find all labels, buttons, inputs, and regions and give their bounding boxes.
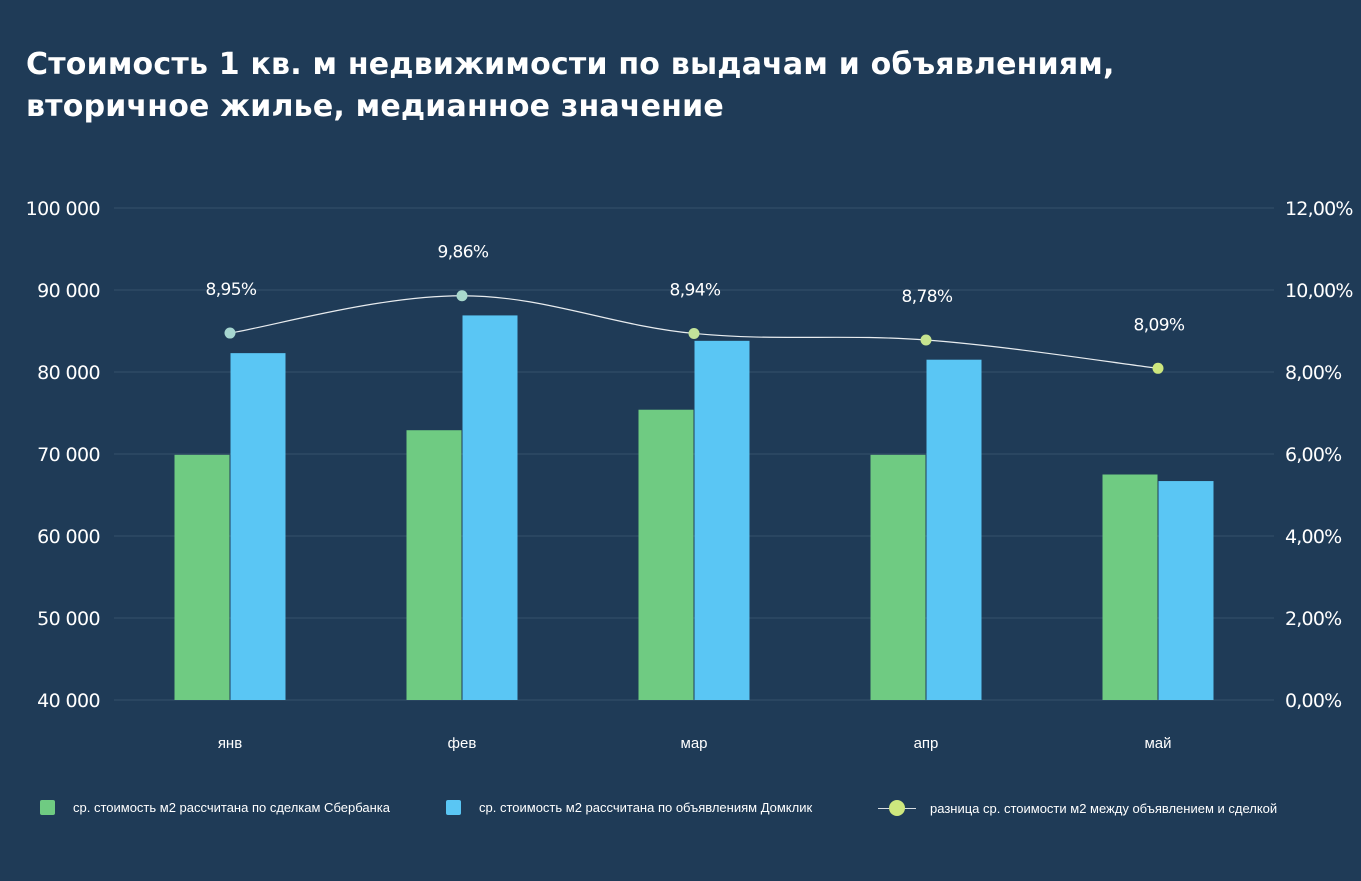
legend-label-sber: ср. стоимость м2 рассчитана по сделкам С… [73, 800, 390, 815]
x-axis-tick-label: фев [448, 735, 477, 752]
difference-data-label: 8,78% [901, 287, 952, 307]
x-axis-tick-label: апр [914, 735, 939, 752]
right-axis-tick-label: 2,00% [1285, 608, 1341, 630]
left-axis-tick-label: 50 000 [37, 608, 100, 630]
x-axis-tick-label: янв [218, 735, 242, 752]
legend-label-difference: разница ср. стоимости м2 между объявлени… [930, 800, 1278, 816]
chart-title: Стоимость 1 кв. м недвижимости по выдача… [26, 44, 1326, 128]
difference-point [224, 327, 236, 339]
bar-domclick [462, 315, 518, 700]
difference-point [1152, 362, 1164, 374]
difference-data-label: 8,95% [205, 280, 256, 300]
legend-item-sber: ср. стоимость м2 рассчитана по сделкам С… [40, 800, 390, 815]
legend-swatch-domclick [446, 800, 461, 815]
chart-plot: 40 000 50 000 60 000 70 000 80 000 90 000 100 … [26, 198, 1354, 752]
difference-data-label: 8,09% [1133, 315, 1184, 335]
bar-sber [638, 409, 694, 700]
left-axis-tick-label: 90 000 [37, 280, 100, 302]
x-axis-tick-label: май [1144, 735, 1171, 752]
legend-label-domclick: ср. стоимость м2 рассчитана по объявлени… [479, 800, 813, 815]
right-axis-tick-label: 8,00% [1285, 362, 1341, 384]
bar-sber [1102, 474, 1158, 700]
left-axis-tick-label: 80 000 [37, 362, 100, 384]
difference-data-label: 8,94% [669, 280, 720, 300]
legend-item-difference: разница ср. стоимости м2 между объявлени… [878, 800, 1277, 816]
bar-domclick [926, 359, 982, 700]
bar-sber [870, 454, 926, 700]
left-axis-tick-label: 60 000 [37, 526, 100, 548]
bar-domclick [1158, 481, 1214, 700]
right-axis-tick-label: 4,00% [1285, 526, 1341, 548]
legend-swatch-sber [40, 800, 55, 815]
bar-domclick [694, 340, 750, 700]
chart-title-line-1: Стоимость 1 кв. м недвижимости по выдача… [26, 47, 1115, 82]
legend-item-domclick: ср. стоимость м2 рассчитана по объявлени… [446, 800, 812, 815]
legend-marker-difference [878, 800, 916, 816]
bar-sber [174, 454, 230, 700]
difference-data-label: 9,86% [437, 243, 488, 263]
right-axis-tick-label: 0,00% [1285, 690, 1341, 712]
x-axis-tick-label: мар [681, 735, 708, 752]
left-axis-tick-label: 70 000 [37, 444, 100, 466]
right-axis-tick-label: 12,00% [1285, 198, 1353, 220]
bar-domclick [230, 353, 286, 700]
difference-point [456, 290, 468, 302]
difference-point [920, 334, 932, 346]
bar-sber [406, 430, 462, 700]
right-axis-tick-label: 6,00% [1285, 444, 1341, 466]
difference-point [688, 327, 700, 339]
left-axis-tick-label: 40 000 [37, 690, 100, 712]
right-axis-tick-label: 10,00% [1285, 280, 1353, 302]
chart-legend: ср. стоимость м2 рассчитана по сделкам С… [0, 796, 1361, 824]
left-axis-tick-label: 100 000 [26, 198, 100, 220]
chart-title-line-2: вторичное жилье, медианное значение [26, 89, 724, 124]
